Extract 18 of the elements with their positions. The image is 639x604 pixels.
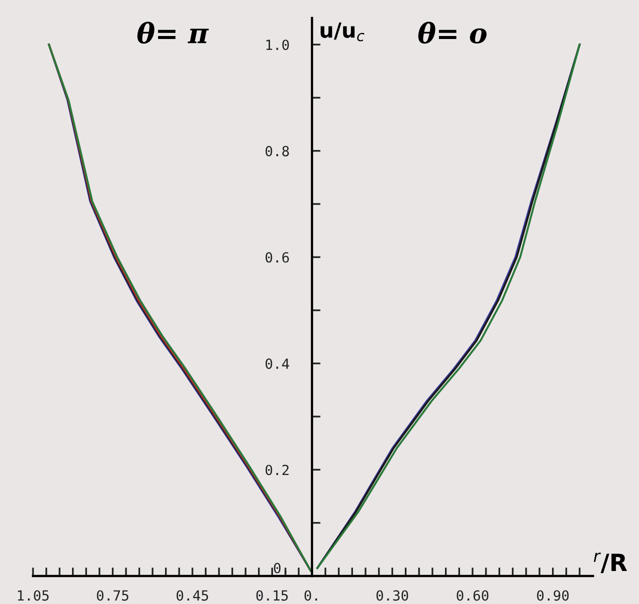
y-tick-label: 0.6 <box>266 252 289 263</box>
y-tick-label: 0.2 <box>266 464 289 476</box>
y-tick-label: 1.0 <box>266 40 289 50</box>
y-tick-label: 0.8 <box>266 146 289 156</box>
chart-title: θ= o <box>418 22 487 44</box>
x-tick-label: 0.15 <box>256 590 288 601</box>
x-tick-label: 0. <box>304 590 318 601</box>
line-series <box>316 44 581 570</box>
x-axis-title: $^{r}$/R <box>594 552 627 574</box>
x-tick-label: 0.90 <box>537 590 569 601</box>
x-tick-label: 0.30 <box>376 590 408 601</box>
x-tick-label: 0.45 <box>176 590 208 601</box>
x-tick-label: 1.05 <box>18 590 49 601</box>
y-tick-label: 0.4 <box>266 358 290 369</box>
y-axis-title: u/u$_{c}$ <box>320 22 364 42</box>
x-tick-label: 0.75 <box>96 590 128 601</box>
x-tick-label: 0.60 <box>456 590 488 601</box>
chart-title: θ= π <box>137 22 209 44</box>
